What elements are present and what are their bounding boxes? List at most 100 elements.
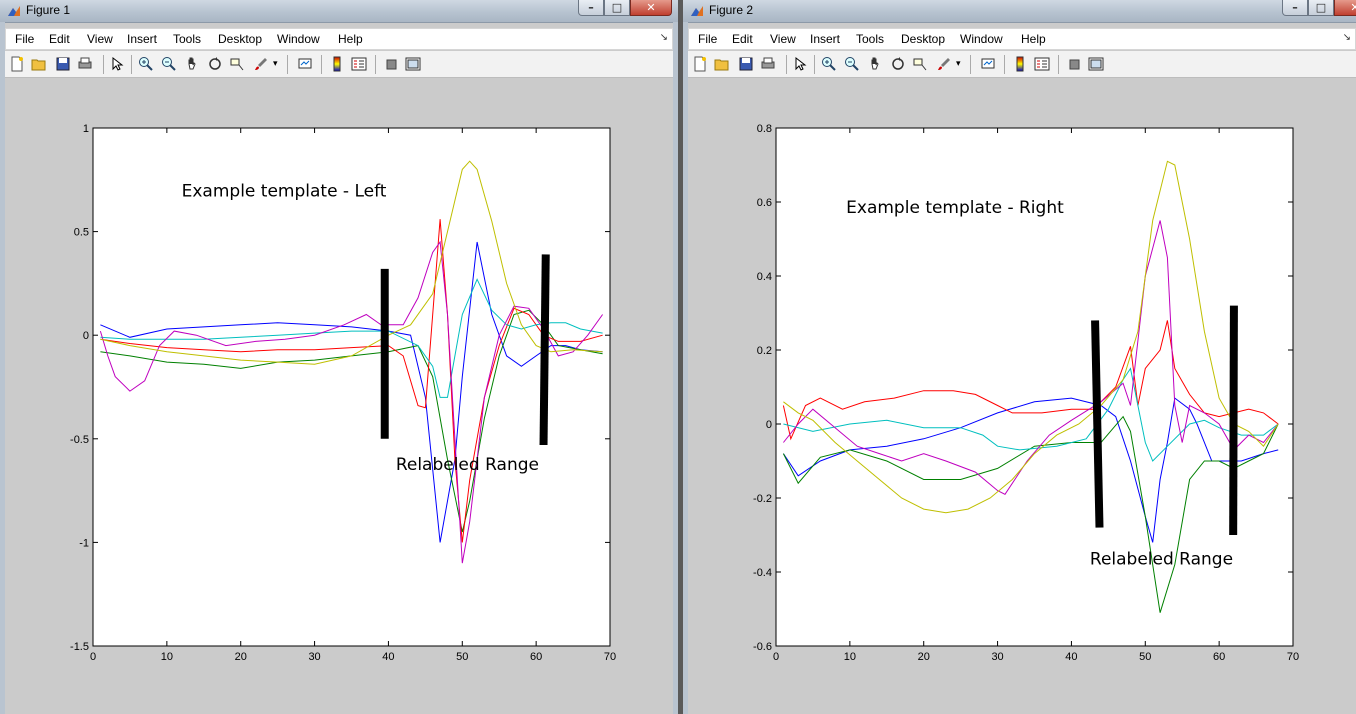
x-tick-label: 70	[604, 651, 616, 663]
x-tick-label: 60	[1213, 651, 1225, 663]
brush-icon[interactable]	[253, 56, 269, 72]
zoom-in-icon[interactable]	[138, 56, 154, 72]
menu-window[interactable]: Window	[277, 32, 320, 46]
rotate-3d-icon[interactable]	[890, 56, 906, 72]
window-border-left	[683, 22, 688, 714]
menu-help[interactable]: Help	[1021, 32, 1046, 46]
print-icon[interactable]	[77, 56, 93, 72]
menu-edit[interactable]: Edit	[49, 32, 70, 46]
close-button[interactable]: ✕	[630, 0, 672, 16]
y-tick-label: 0.6	[757, 197, 772, 209]
window-border-left	[0, 22, 5, 714]
brush-dropdown-icon[interactable]: ▾	[956, 59, 961, 69]
x-tick-label: 10	[161, 651, 173, 663]
x-tick-label: 20	[235, 651, 247, 663]
y-tick-label: 0.4	[757, 271, 772, 283]
data-cursor-icon[interactable]	[912, 56, 928, 72]
x-tick-label: 0	[90, 651, 96, 663]
menu-dock-arrow-icon[interactable]: ↘	[1342, 32, 1351, 43]
link-plot-icon[interactable]	[297, 56, 313, 72]
y-tick-label: 0.8	[757, 123, 772, 135]
toolbar-separator	[814, 55, 815, 74]
new-figure-icon[interactable]	[9, 56, 25, 72]
menu-insert[interactable]: Insert	[810, 32, 841, 46]
x-tick-label: 50	[456, 651, 468, 663]
menu-dock-arrow-icon[interactable]: ↘	[659, 32, 668, 43]
minimize-button[interactable]: –	[1282, 0, 1308, 16]
menu-help[interactable]: Help	[338, 32, 363, 46]
axes-box	[92, 127, 611, 647]
colorbar-icon[interactable]	[329, 56, 345, 72]
menu-tools[interactable]: Tools	[856, 32, 885, 46]
menu-edit[interactable]: Edit	[732, 32, 753, 46]
menu-window[interactable]: Window	[960, 32, 1003, 46]
window-title: Figure 1	[26, 3, 71, 17]
hide-plot-tools-icon[interactable]	[383, 56, 399, 72]
x-tick-label: 0	[773, 651, 779, 663]
maximize-icon: □	[611, 1, 623, 14]
matlab-icon	[691, 6, 703, 16]
show-plot-tools-icon[interactable]	[1088, 56, 1104, 72]
pan-hand-icon[interactable]	[868, 56, 884, 72]
print-icon[interactable]	[760, 56, 776, 72]
link-plot-icon[interactable]	[980, 56, 996, 72]
legend-icon[interactable]	[351, 56, 367, 72]
menu-insert[interactable]: Insert	[127, 32, 158, 46]
toolbar-separator	[1058, 55, 1059, 74]
range-marker-1	[1091, 320, 1104, 528]
save-icon[interactable]	[738, 56, 754, 72]
annotation-title: Example template - Left	[182, 181, 387, 201]
y-tick-label: 0	[83, 330, 89, 342]
brush-dropdown-icon[interactable]: ▾	[273, 59, 278, 69]
save-icon[interactable]	[55, 56, 71, 72]
y-tick-label: 0	[766, 419, 772, 431]
brush-icon[interactable]	[936, 56, 952, 72]
y-tick-label: -1	[79, 537, 89, 549]
maximize-button[interactable]: □	[1308, 0, 1334, 16]
title-bar[interactable]: Figure 2 – □ ✕	[683, 0, 1356, 23]
x-tick-label: 60	[530, 651, 542, 663]
x-tick-label: 20	[918, 651, 930, 663]
menu-desktop[interactable]: Desktop	[218, 32, 263, 46]
y-tick-label: -0.6	[753, 641, 772, 653]
legend-icon[interactable]	[1034, 56, 1050, 72]
toolbar-separator	[1004, 55, 1005, 74]
maximize-button[interactable]: □	[604, 0, 630, 16]
hide-plot-tools-icon[interactable]	[1066, 56, 1082, 72]
series-line-5	[783, 220, 1279, 495]
colorbar-icon[interactable]	[1012, 56, 1028, 72]
range-marker-2	[539, 254, 550, 446]
toolbar-separator	[103, 55, 104, 74]
open-file-icon[interactable]	[714, 56, 730, 72]
zoom-out-icon[interactable]	[844, 56, 860, 72]
show-plot-tools-icon[interactable]	[405, 56, 421, 72]
menu-desktop[interactable]: Desktop	[901, 32, 946, 46]
y-tick-label: 0.2	[757, 345, 772, 357]
zoom-in-icon[interactable]	[821, 56, 837, 72]
edit-plot-arrow-icon[interactable]	[109, 56, 125, 72]
y-tick-label: -0.2	[753, 493, 772, 505]
close-button[interactable]: ✕	[1334, 0, 1356, 16]
new-figure-icon[interactable]	[692, 56, 708, 72]
y-tick-label: -0.4	[753, 567, 772, 579]
series-line-4	[100, 278, 603, 398]
menu-tools[interactable]: Tools	[173, 32, 202, 46]
edit-plot-arrow-icon[interactable]	[792, 56, 808, 72]
data-cursor-icon[interactable]	[229, 56, 245, 72]
rotate-3d-icon[interactable]	[207, 56, 223, 72]
menu-file[interactable]: File	[15, 32, 35, 46]
figure-2-window: Figure 2 – □ ✕ File Edit View Insert Too…	[683, 0, 1356, 714]
open-file-icon[interactable]	[31, 56, 47, 72]
minimize-button[interactable]: –	[578, 0, 604, 16]
annotation-title: Example template - Right	[846, 198, 1064, 218]
title-bar[interactable]: Figure 1 – □ ✕	[0, 0, 678, 23]
menu-view[interactable]: View	[87, 32, 113, 46]
menu-view[interactable]: View	[770, 32, 796, 46]
plot-area[interactable]: 0 10 20 30 40 50 60 70 -0.6 -0.4 -0.2 0 0.2 0.4 0.6 0.8…	[683, 78, 1356, 714]
toolbar-separator	[970, 55, 971, 74]
pan-hand-icon[interactable]	[185, 56, 201, 72]
menu-file[interactable]: File	[698, 32, 718, 46]
plot-area[interactable]: 0 10 20 30 40 50 60 70 -1.5 -1 -0.5 0 0.5 1 Example te…	[0, 78, 678, 714]
y-tick-label: 0.5	[74, 227, 89, 239]
zoom-out-icon[interactable]	[161, 56, 177, 72]
